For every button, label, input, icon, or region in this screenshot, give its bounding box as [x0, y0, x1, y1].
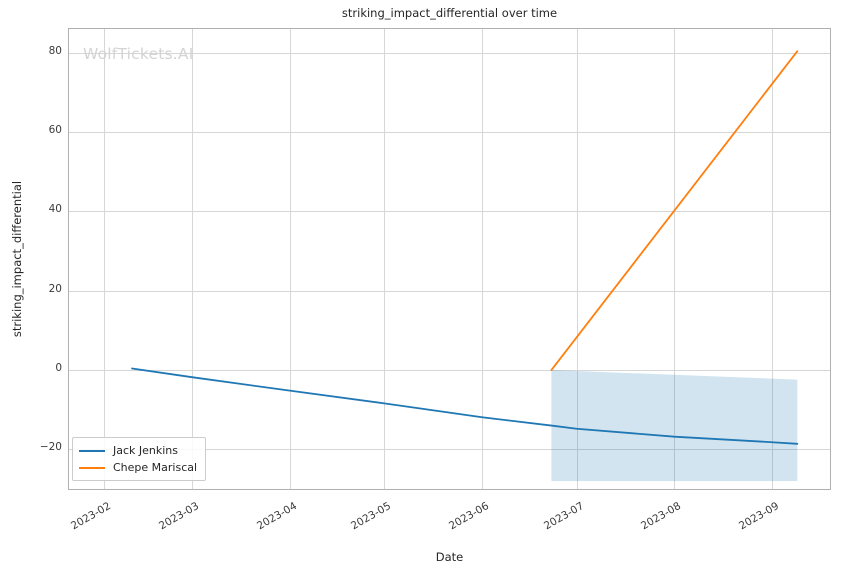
legend-item[interactable]: Jack Jenkins	[79, 442, 197, 459]
gridline-vertical	[192, 29, 193, 489]
gridline-vertical	[577, 29, 578, 489]
x-axis-label: Date	[435, 550, 464, 564]
gridline-vertical	[772, 29, 773, 489]
gridline-horizontal	[69, 211, 830, 212]
y-tick-label: 20	[48, 282, 62, 295]
plot-area: WolfTickets.AI	[68, 28, 831, 490]
watermark: WolfTickets.AI	[83, 45, 194, 63]
gridline-horizontal	[69, 53, 830, 54]
x-tick-label: 2023-02	[68, 500, 113, 533]
y-axis-label: striking_impact_differential	[10, 180, 24, 338]
y-tick-label: −20	[39, 441, 62, 454]
gridline-vertical	[384, 29, 385, 489]
x-axis-ticks: 2023-02 2023-03 2023-04 2023-05 2023-06 2023-…	[0, 494, 850, 554]
series-line	[550, 50, 799, 371]
gridline-horizontal	[69, 370, 830, 371]
x-tick-label: 2023-04	[254, 500, 299, 533]
gridline-vertical	[290, 29, 291, 489]
legend-color-swatch	[79, 466, 105, 469]
x-tick-label: 2023-03	[156, 500, 201, 533]
legend-item-label: Jack Jenkins	[113, 444, 179, 457]
series-line	[131, 367, 799, 445]
gridline-vertical	[482, 29, 483, 489]
x-tick-label: 2023-09	[737, 500, 782, 533]
x-tick-label: 2023-05	[349, 500, 394, 533]
gridline-horizontal	[69, 132, 830, 133]
gridline-vertical	[104, 29, 105, 489]
chart-title: striking_impact_differential over time	[341, 6, 558, 20]
gridline-horizontal	[69, 449, 830, 450]
legend-color-swatch	[79, 449, 105, 452]
gridline-vertical	[674, 29, 675, 489]
legend-item[interactable]: Chepe Mariscal	[79, 459, 197, 476]
confidence-band	[551, 370, 798, 482]
y-tick-label: 40	[48, 203, 62, 216]
y-tick-label: 80	[48, 44, 62, 57]
series-layer	[131, 50, 799, 482]
x-tick-label: 2023-08	[639, 500, 684, 533]
x-tick-label: 2023-06	[447, 500, 492, 533]
y-tick-label: 0	[55, 362, 62, 375]
legend-item-label: Chepe Mariscal	[113, 461, 198, 474]
gridline-horizontal	[69, 291, 830, 292]
y-tick-label: 60	[48, 124, 62, 137]
chart-legend[interactable]: Jack Jenkins Chepe Mariscal	[72, 437, 207, 481]
x-tick-label: 2023-07	[541, 500, 586, 533]
y-axis-ticks: 80 60 40 20 0 −20	[18, 28, 62, 490]
